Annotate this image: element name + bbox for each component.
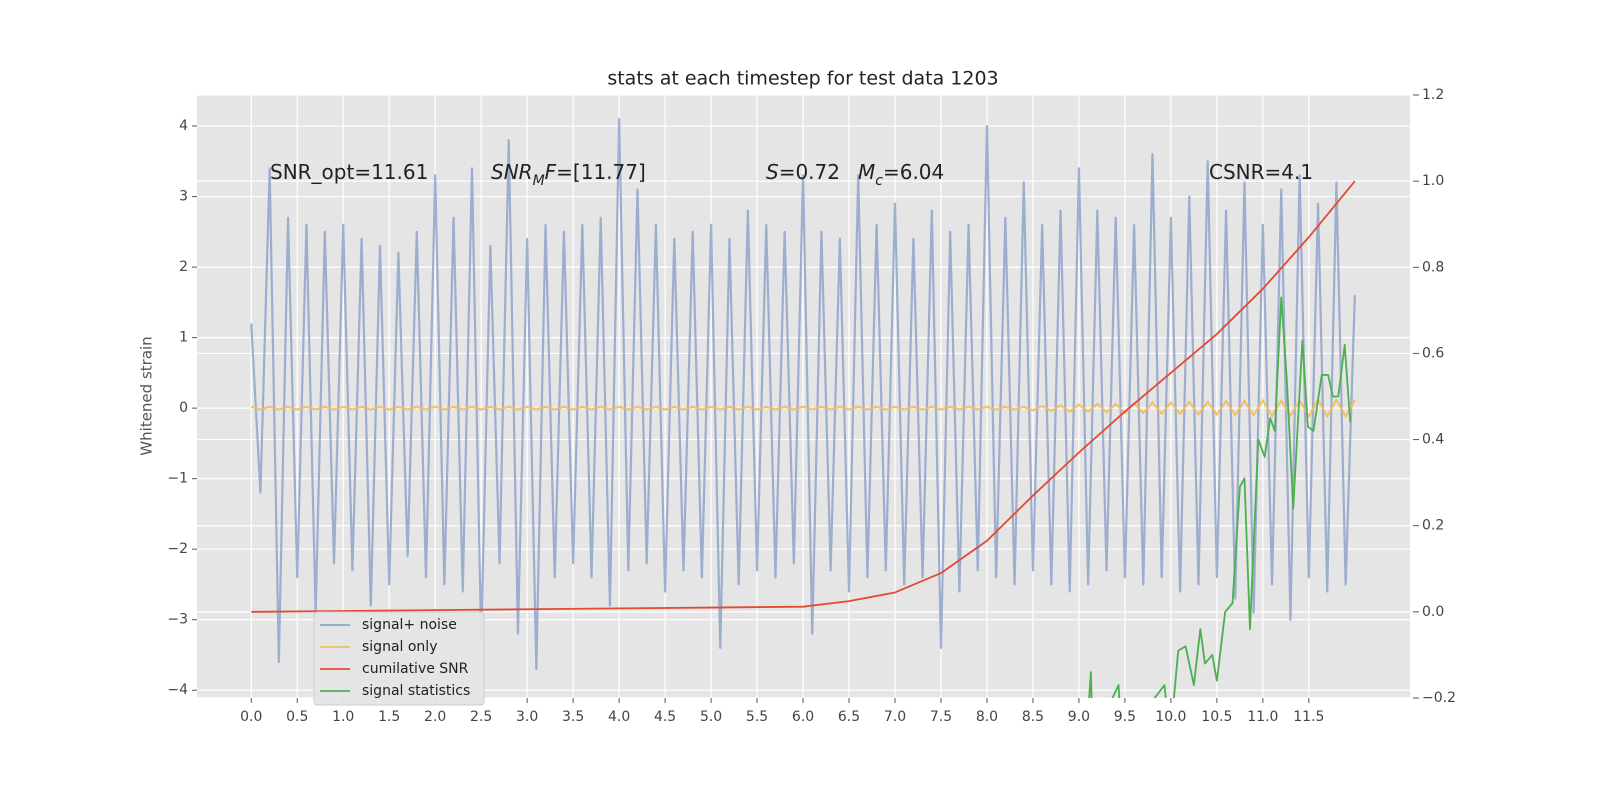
y-tick-label: 1 — [179, 330, 188, 346]
x-tick-label: 6.0 — [792, 709, 814, 725]
x-tick-label: 8.0 — [976, 709, 998, 725]
y2-tick-label: 0.4 — [1422, 432, 1444, 448]
x-tick-label: 10.0 — [1155, 709, 1186, 725]
annotation-part: SNR_opt=11.61 — [270, 160, 428, 184]
y2-tick-label: 1.2 — [1422, 87, 1444, 103]
chart-title: stats at each timestep for test data 120… — [607, 68, 998, 90]
x-tick-label: 5.0 — [700, 709, 722, 725]
y-tick-label: 3 — [179, 189, 188, 205]
y-tick-label: −4 — [167, 682, 188, 698]
y-tick-label: −3 — [167, 612, 188, 628]
x-tick-label: 2.5 — [470, 709, 492, 725]
x-tick-label: 4.0 — [608, 709, 630, 725]
x-tick-label: 3.5 — [562, 709, 584, 725]
lines — [250, 117, 1356, 698]
y2-tick-label: −0.2 — [1422, 690, 1456, 706]
x-tick-label: 8.5 — [1022, 709, 1044, 725]
y-tick-label: 0 — [179, 400, 188, 416]
x-tick-label: 0.5 — [286, 709, 308, 725]
y2-tick-label: 1.0 — [1422, 173, 1444, 189]
x-tick-label: 7.5 — [930, 709, 952, 725]
x-tick-label: 5.5 — [746, 709, 768, 725]
annotation-part: c — [875, 173, 883, 189]
annotation: S=0.72 — [766, 160, 840, 184]
y-tick-label: 4 — [179, 118, 188, 134]
legend-label: signal only — [362, 639, 437, 655]
annotation-part: M — [858, 160, 875, 184]
legend-label: signal statistics — [362, 683, 470, 699]
y-axis-label: Whitened strain — [138, 336, 156, 455]
legend: signal+ noise signal only cumilative SNR si… — [313, 611, 485, 706]
annotation-part: SNR — [491, 160, 533, 184]
x-tick-label: 11.0 — [1247, 709, 1278, 725]
y2-tick-label: 0.2 — [1422, 518, 1444, 534]
x-tick-label: 10.5 — [1201, 709, 1232, 725]
annotations: SNR_opt=11.61 SNRMF=[11.77] S=0.72 Mc=6.04 C… — [270, 160, 1313, 190]
legend-label: cumilative SNR — [362, 661, 469, 677]
x-tick-label: 2.0 — [424, 709, 446, 725]
x-tick-label: 6.5 — [838, 709, 860, 725]
x-tick-label: 9.0 — [1068, 709, 1090, 725]
annotation-part: M — [533, 173, 545, 189]
y2-tick-label: 0.8 — [1422, 259, 1444, 275]
axes: 0.0 0.5 1.0 1.5 2.0 2.5 3.0 3.5 4.0 4.5 5.0 5.5 6.0 6… — [167, 87, 1456, 725]
annotation-part: =0.72 — [779, 160, 840, 184]
x-tick-label: 7.0 — [884, 709, 906, 725]
y-tick-label: −1 — [167, 471, 188, 487]
x-tick-label: 1.0 — [332, 709, 354, 725]
x-tick-label: 4.5 — [654, 709, 676, 725]
series-line — [1088, 296, 1352, 698]
x-tick-label: 0.0 — [240, 709, 262, 725]
y-tick-label: 2 — [179, 259, 188, 275]
y-tick-label: −2 — [167, 541, 188, 557]
annotation-part: F — [545, 160, 557, 184]
x-tick-label: 3.0 — [516, 709, 538, 725]
legend-box — [313, 611, 485, 706]
x-tick-label: 9.5 — [1114, 709, 1136, 725]
annotation: SNR_opt=11.61 — [270, 160, 428, 184]
annotation: SNRMF=[11.77] — [491, 160, 646, 190]
annotation-part: CSNR=4.1 — [1209, 160, 1313, 184]
y2-tick-label: 0.6 — [1422, 345, 1444, 361]
series-line — [251, 180, 1356, 613]
legend-label: signal+ noise — [362, 617, 457, 633]
series-line — [250, 117, 1356, 671]
annotation-part: S — [766, 160, 779, 184]
x-tick-label: 1.5 — [378, 709, 400, 725]
annotation: CSNR=4.1 — [1209, 160, 1313, 184]
series-line — [250, 398, 1356, 418]
annotation-part: =6.04 — [883, 160, 944, 184]
grid — [197, 94, 1410, 699]
annotation-part: =[11.77] — [556, 160, 646, 184]
annotation: Mc=6.04 — [858, 160, 944, 190]
x-tick-label: 11.5 — [1293, 709, 1324, 725]
y2-tick-label: 0.0 — [1422, 604, 1444, 620]
